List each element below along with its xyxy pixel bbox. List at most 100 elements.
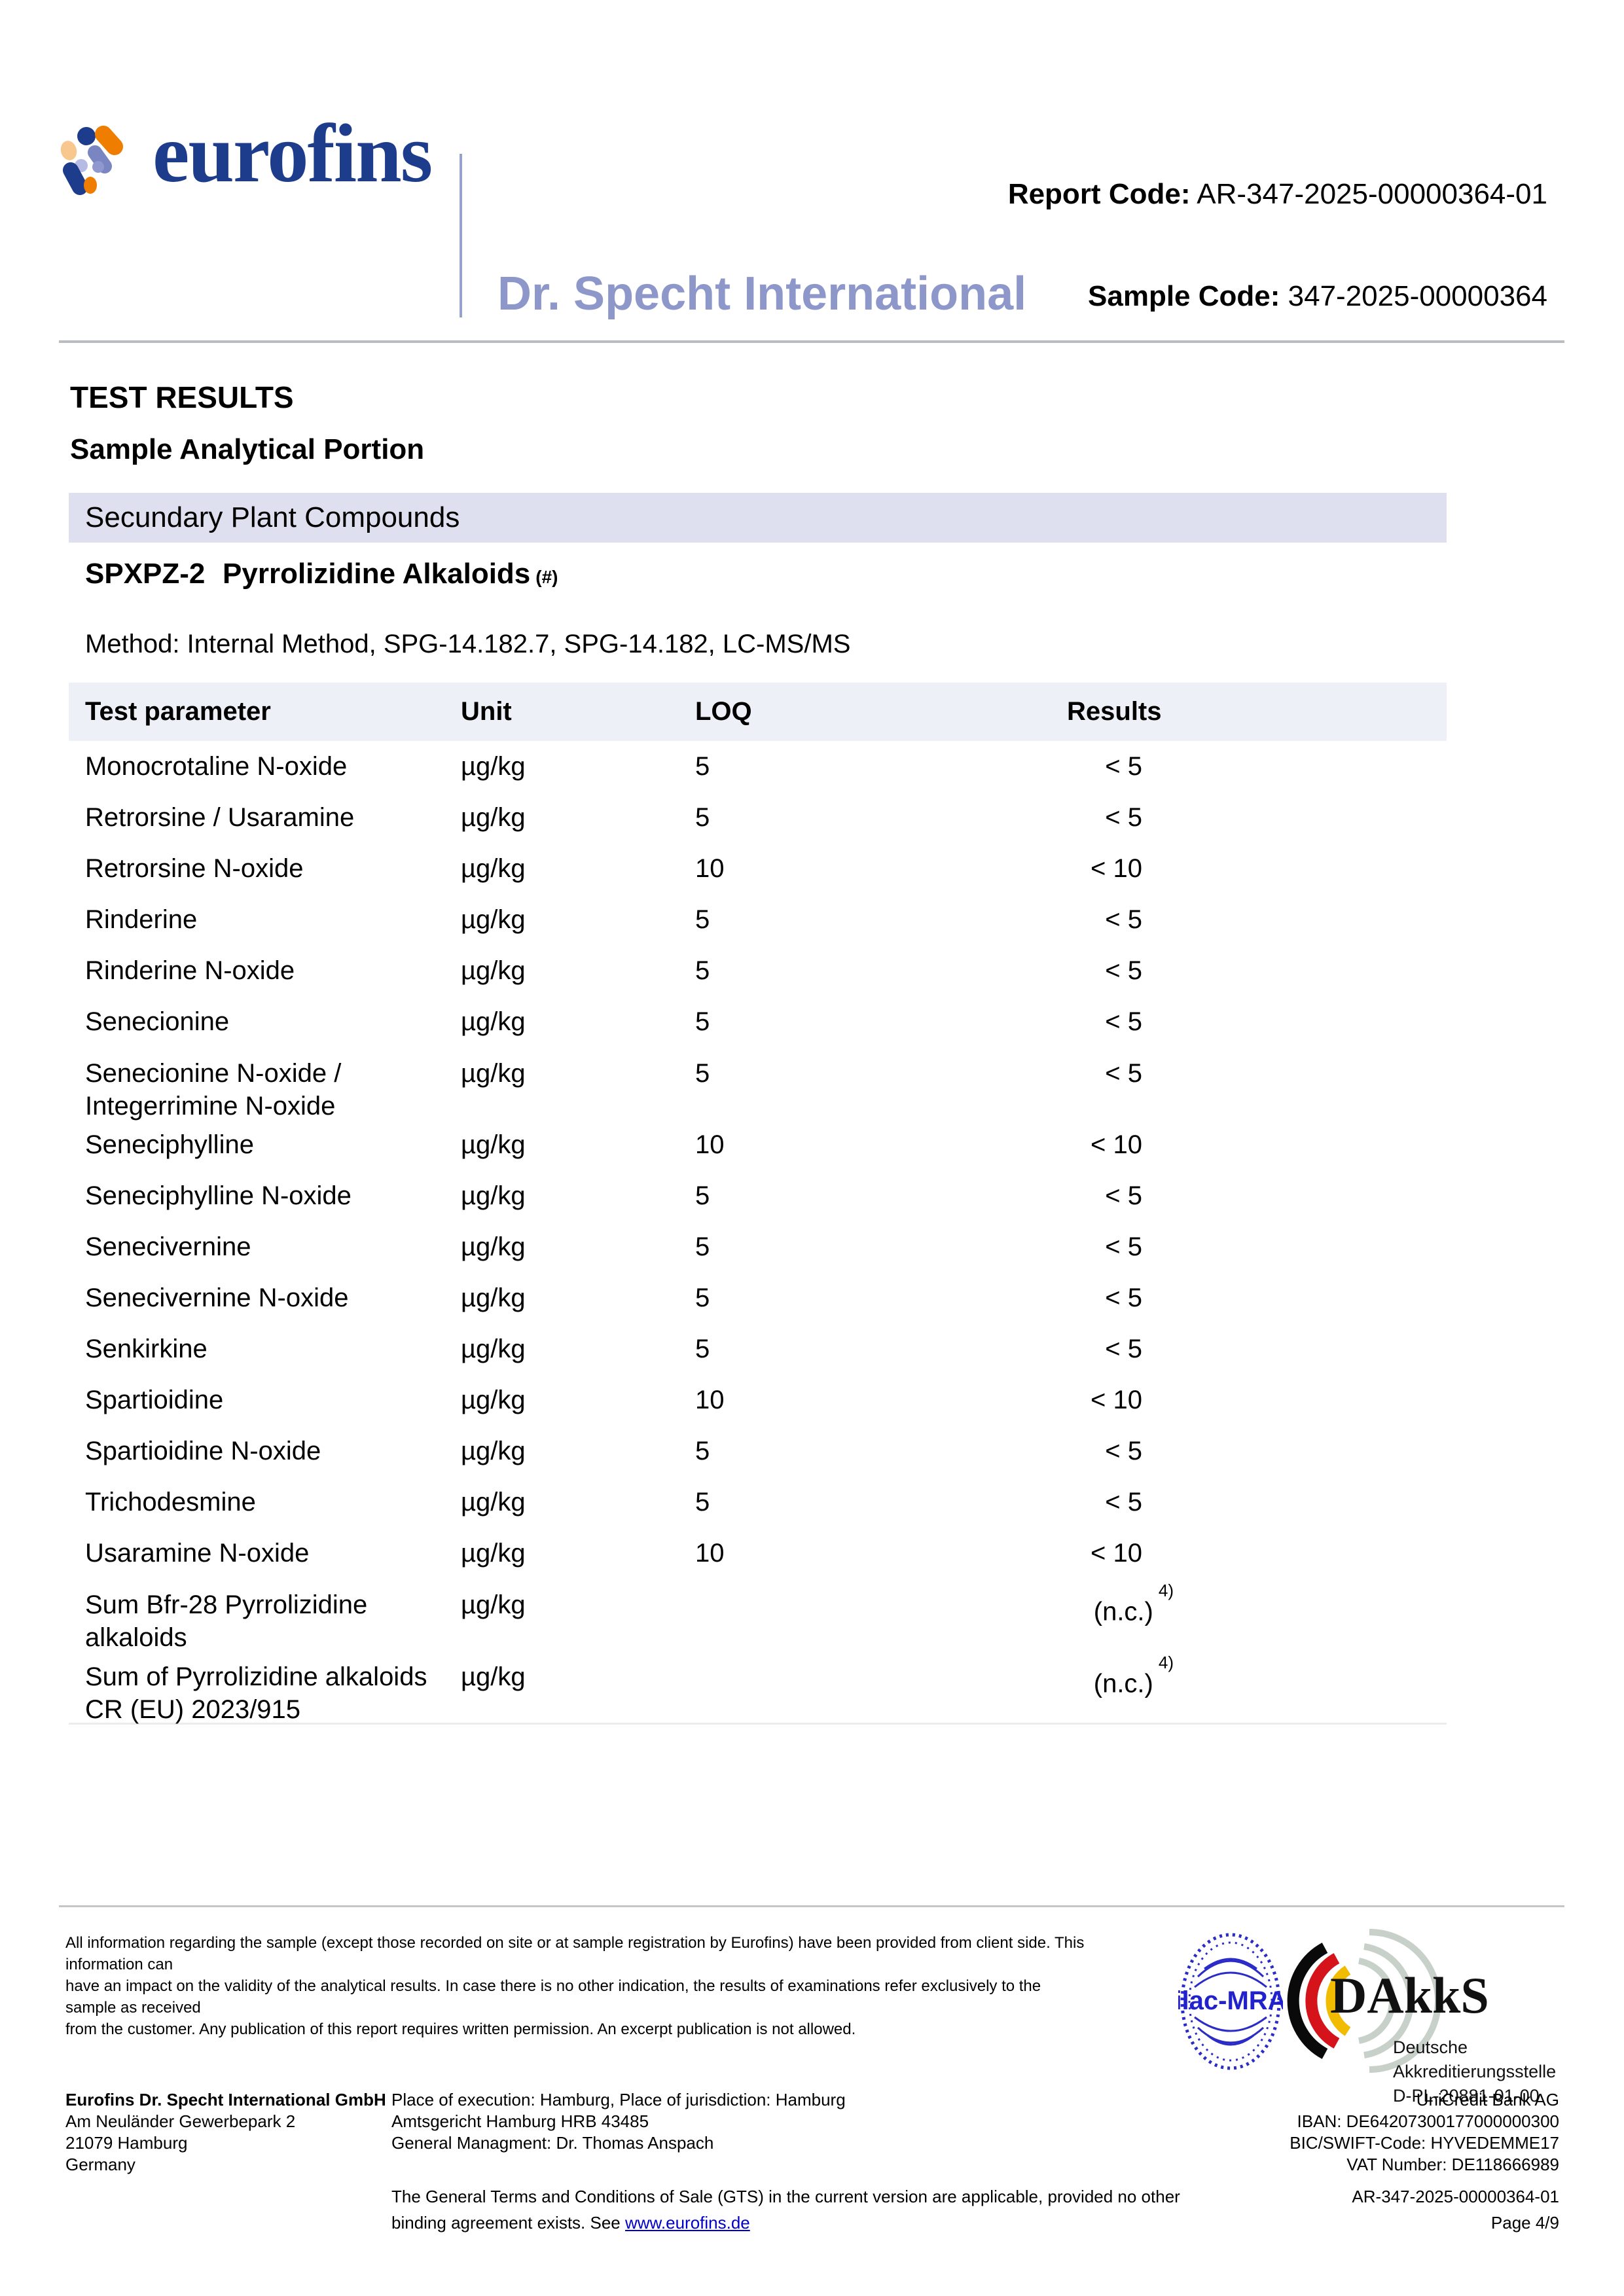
table-row: Retrorsine N-oxide µg/kg 10 < 10	[69, 843, 1447, 894]
results-table: Test parameter Unit LOQ Results Monocrot…	[69, 683, 1447, 1725]
cell-test-parameter: Retrorsine / Usaramine	[85, 802, 355, 832]
cell-unit: µg/kg	[461, 1059, 526, 1088]
table-row: Senkirkine µg/kg 5 < 5	[69, 1323, 1447, 1374]
analysis-group-line: SPXPZ-2 Pyrrolizidine Alkaloids (#)	[85, 558, 558, 590]
cell-unit: µg/kg	[461, 802, 526, 832]
cell-unit: µg/kg	[461, 1007, 526, 1036]
cell-result: < 10	[1091, 853, 1142, 883]
gts-line-2: binding agreement exists. See www.eurofi…	[391, 2210, 1242, 2236]
cell-unit: µg/kg	[461, 1662, 526, 1691]
text-line: All information regarding the sample (ex…	[65, 1934, 1085, 1973]
cell-unit: µg/kg	[461, 1283, 526, 1312]
cell-result: < 5	[1105, 1232, 1142, 1261]
text-line: Akkreditierungsstelle	[1393, 2062, 1557, 2081]
cell-loq: 5	[695, 1059, 710, 1088]
footnote-superscript: 4)	[1158, 1653, 1174, 1672]
gts-paragraph: The General Terms and Conditions of Sale…	[391, 2183, 1242, 2236]
compound-group-band: Secundary Plant Compounds	[69, 493, 1447, 543]
cell-result: < 5	[1105, 1436, 1142, 1465]
cell-unit: µg/kg	[461, 1181, 526, 1210]
cell-test-parameter: Retrorsine N-oxide	[85, 853, 304, 883]
compound-group-title: Secundary Plant Compounds	[85, 501, 460, 533]
gts-line-1: The General Terms and Conditions of Sale…	[391, 2187, 1180, 2206]
cell-result: < 10	[1091, 1538, 1142, 1568]
column-header-test-parameter: Test parameter	[85, 697, 271, 726]
cell-loq: 5	[695, 1283, 710, 1312]
cell-loq: 5	[695, 802, 710, 832]
cell-test-parameter: Rinderine N-oxide	[85, 956, 295, 985]
column-header-unit: Unit	[461, 697, 512, 726]
text-line: Am Neuländer Gewerbepark 2	[65, 2111, 296, 2131]
cell-test-parameter: Senecionine	[85, 1007, 230, 1036]
report-ref: AR-347-2025-00000364-01	[1352, 2187, 1559, 2206]
cell-loq: 5	[695, 1181, 710, 1210]
bank-info-block: UniCredit Bank AG IBAN: DE642073001770000…	[1290, 2089, 1559, 2176]
cell-test-parameter: Usaramine N-oxide	[85, 1538, 310, 1568]
cell-result: < 5	[1105, 1334, 1142, 1363]
cell-test-parameter: Sum Bfr-28 Pyrrolizidine alkaloids	[85, 1590, 368, 1652]
analysis-group-name: Pyrrolizidine Alkaloids	[223, 558, 531, 590]
table-row: Senecionine µg/kg 5 < 5	[69, 996, 1447, 1047]
cell-loq: 10	[695, 1130, 725, 1159]
page-title: TEST RESULTS	[70, 380, 294, 414]
cell-test-parameter: Spartioidine	[85, 1385, 224, 1414]
cell-unit: µg/kg	[461, 751, 526, 781]
table-row: Trichodesmine µg/kg 5 < 5	[69, 1477, 1447, 1528]
text-line: VAT Number: DE118666989	[1346, 2155, 1559, 2174]
cell-loq: 10	[695, 1385, 725, 1414]
cell-test-parameter: Seneciphylline N-oxide	[85, 1181, 352, 1210]
table-row: Spartioidine N-oxide µg/kg 5 < 5	[69, 1426, 1447, 1477]
cell-loq: 5	[695, 751, 710, 781]
dakks-wordmark: DAkkS	[1330, 1967, 1489, 2024]
cell-unit: µg/kg	[461, 1538, 526, 1568]
cell-unit: µg/kg	[461, 1385, 526, 1414]
cell-loq: 5	[695, 1436, 710, 1465]
cell-loq: 5	[695, 1487, 710, 1516]
report-code-value: AR-347-2025-00000364-01	[1197, 178, 1547, 210]
cell-loq: 5	[695, 1007, 710, 1036]
cell-unit: µg/kg	[461, 1334, 526, 1363]
cell-loq: 10	[695, 853, 725, 883]
results-table-body: Monocrotaline N-oxide µg/kg 5 < 5 Retrorsine…	[69, 741, 1447, 1725]
table-row: Spartioidine µg/kg 10 < 10	[69, 1374, 1447, 1426]
text-line: IBAN: DE64207300177000000300	[1297, 2111, 1559, 2131]
cell-result: < 5	[1105, 1059, 1142, 1088]
cell-result: < 5	[1105, 905, 1142, 934]
analysis-group-footnote-mark: (#)	[535, 567, 558, 587]
cell-loq: 5	[695, 905, 710, 934]
cell-loq: 5	[695, 956, 710, 985]
ilac-mra-label: ilac-MRA	[1178, 1986, 1283, 2015]
legal-info-block: Place of execution: Hamburg, Place of ju…	[391, 2089, 846, 2154]
cell-test-parameter: Monocrotaline N-oxide	[85, 751, 348, 781]
lab-brand-name: Dr. Specht International	[497, 268, 1027, 320]
section-subtitle: Sample Analytical Portion	[70, 433, 425, 465]
dakks-logo: DAkkS Deutsche Akkreditierungsstelle D-PL-…	[1284, 1926, 1566, 2115]
cell-unit: µg/kg	[461, 905, 526, 934]
table-row: Monocrotaline N-oxide µg/kg 5 < 5	[69, 741, 1447, 792]
text-line: Deutsche	[1393, 2037, 1468, 2057]
cell-test-parameter: Sum of Pyrrolizidine alkaloids CR (EU) 20…	[85, 1662, 427, 1724]
text-line: Amtsgericht Hamburg HRB 43485	[391, 2111, 649, 2131]
cell-result: (n.c.)4)	[1093, 1653, 1174, 1698]
column-header-results: Results	[1067, 697, 1162, 726]
cell-loq: 5	[695, 1334, 710, 1363]
table-row: Seneciphylline N-oxide µg/kg 5 < 5	[69, 1170, 1447, 1221]
report-code-line: Report Code: AR-347-2025-00000364-01	[1008, 178, 1547, 211]
table-row: Rinderine N-oxide µg/kg 5 < 5	[69, 945, 1447, 996]
table-row: Sum Bfr-28 Pyrrolizidine alkaloids µg/kg (n…	[69, 1579, 1447, 1652]
text-line: UniCredit Bank AG	[1416, 2090, 1559, 2109]
page-number: Page 4/9	[1490, 2213, 1559, 2233]
cell-test-parameter: Trichodesmine	[85, 1487, 256, 1516]
cell-result: < 5	[1105, 802, 1142, 832]
table-row: Senecionine N-oxide / Integerrimine N-oxi…	[69, 1047, 1447, 1121]
cell-unit: µg/kg	[461, 1590, 526, 1619]
sample-code-value: 347-2025-00000364	[1288, 280, 1547, 312]
cell-unit: µg/kg	[461, 1487, 526, 1516]
text-line: Place of execution: Hamburg, Place of ju…	[391, 2090, 846, 2109]
cell-test-parameter: Senecionine N-oxide / Integerrimine N-oxi…	[85, 1059, 342, 1121]
eurofins-website-link[interactable]: www.eurofins.de	[625, 2213, 750, 2233]
table-row: Retrorsine / Usaramine µg/kg 5 < 5	[69, 792, 1447, 843]
cell-test-parameter: Senkirkine	[85, 1334, 208, 1363]
report-code-label: Report Code:	[1007, 178, 1191, 210]
